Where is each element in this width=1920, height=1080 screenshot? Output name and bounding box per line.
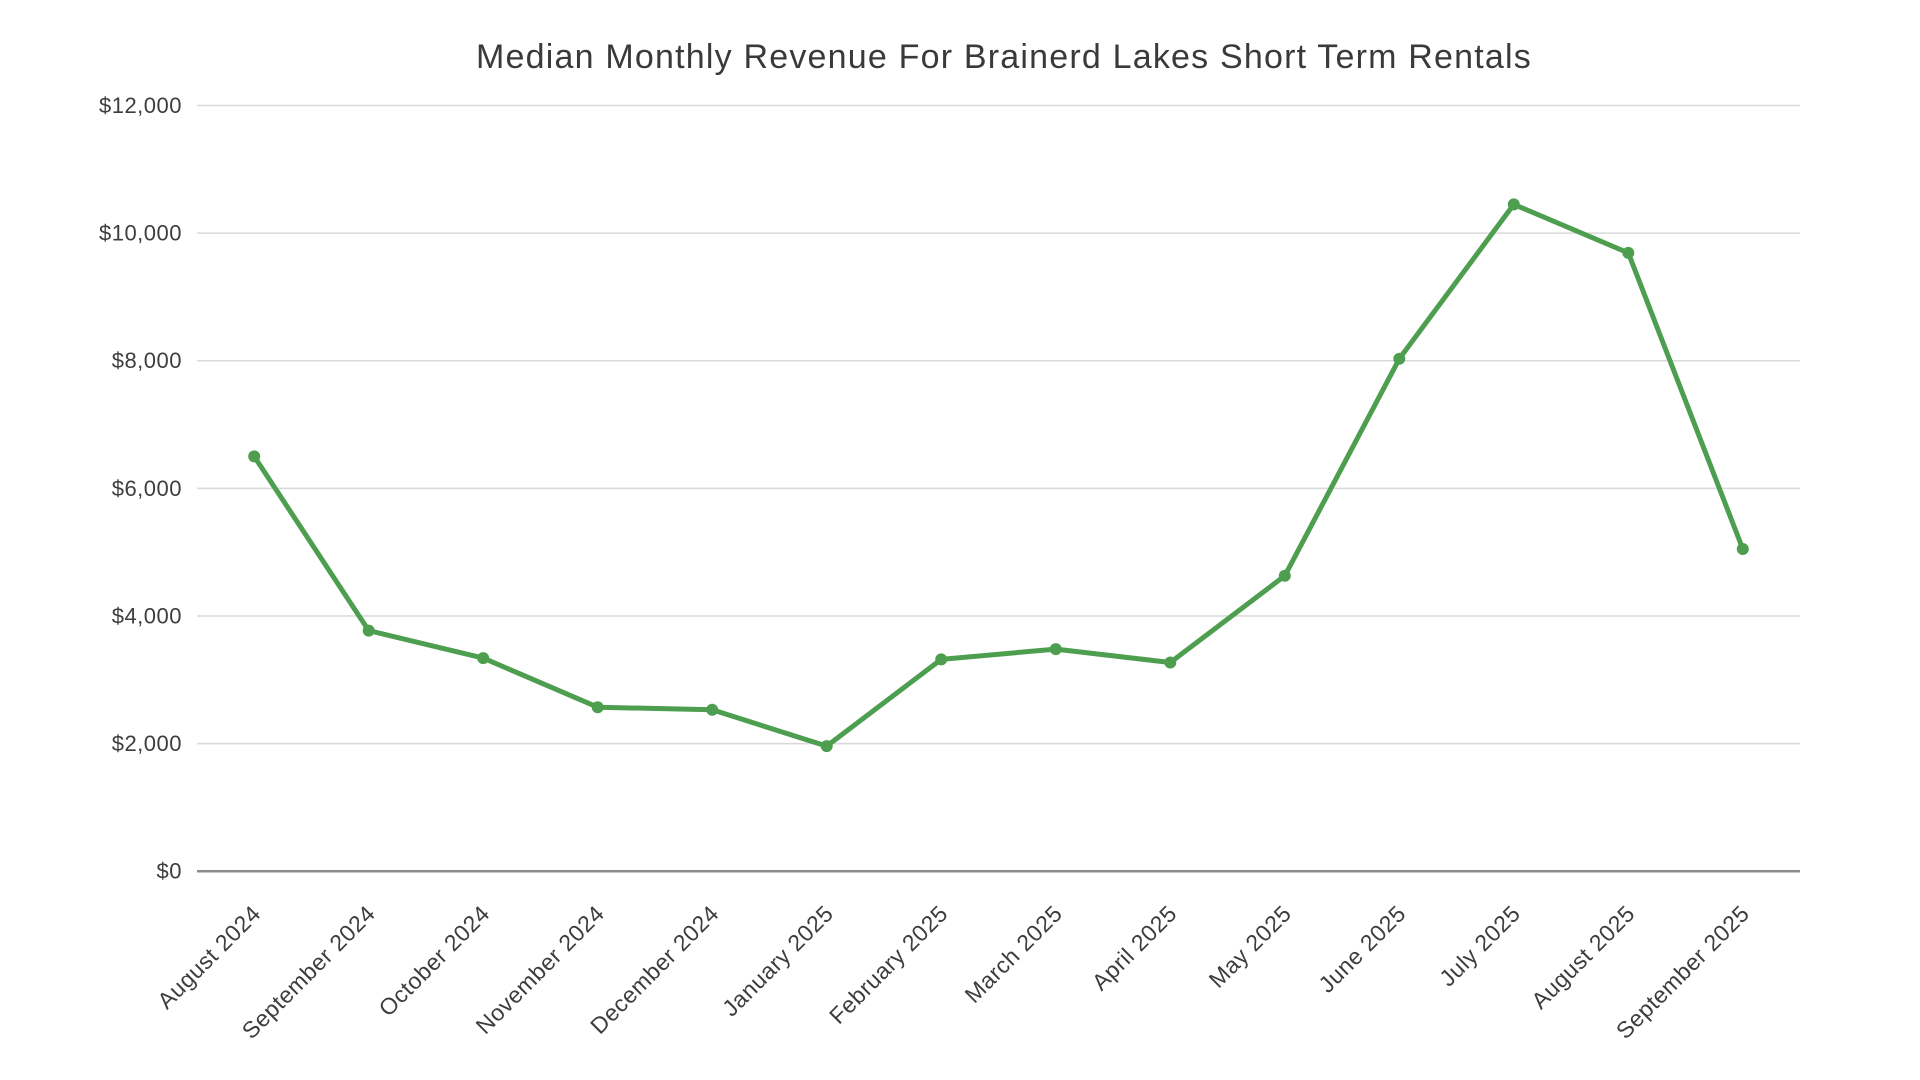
x-axis-label: February 2025 [824,900,953,1029]
x-axis-label: July 2025 [1434,900,1525,991]
revenue-line [251,201,1746,749]
data-point-marker[interactable] [1164,656,1177,669]
data-point-marker[interactable] [1507,198,1520,211]
x-axis-label: June 2025 [1313,900,1411,998]
y-axis-label: $8,000 [112,348,182,373]
x-axis-label: April 2025 [1087,900,1182,995]
series-group [248,198,1749,753]
data-point-marker[interactable] [591,701,604,714]
data-point-marker[interactable] [477,652,490,665]
x-axis-label: August 2024 [152,900,266,1014]
data-point-marker[interactable] [1049,643,1062,656]
y-axis-label: $0 [157,859,182,884]
y-axis-label: $12,000 [99,93,182,118]
data-point-marker[interactable] [362,624,375,637]
data-point-marker[interactable] [248,450,261,463]
x-axis-label: May 2025 [1204,900,1297,993]
y-axis-label: $6,000 [112,476,182,501]
data-point-marker[interactable] [706,703,719,716]
y-axis-labels: $0 $2,000 $4,000 $6,000 $8,000 $10,000 $12,000 [99,93,182,884]
y-axis-label: $2,000 [112,731,182,756]
data-point-marker[interactable] [820,740,833,753]
y-axis-label: $4,000 [112,603,182,628]
data-point-marker[interactable] [1278,569,1291,582]
gridlines [197,104,1800,873]
data-point-marker[interactable] [1393,352,1406,365]
data-point-marker[interactable] [935,653,948,666]
data-point-marker[interactable] [1736,543,1749,555]
chart-title: Median Monthly Revenue For Brainerd Lake… [476,38,1532,76]
x-axis-label: January 2025 [717,900,838,1021]
x-axis-label: March 2025 [959,900,1067,1008]
data-point-marker[interactable] [1622,246,1635,259]
x-axis-label: August 2025 [1526,900,1640,1014]
y-axis-label: $10,000 [99,221,182,246]
x-axis-label: October 2024 [374,900,495,1021]
